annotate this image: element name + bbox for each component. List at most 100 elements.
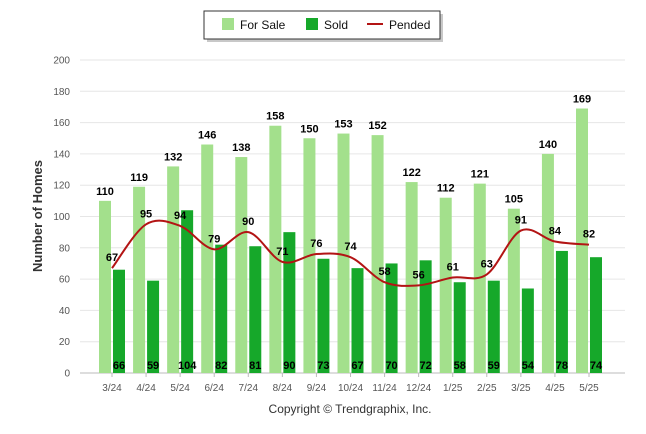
y-tick-label: 100 — [53, 212, 70, 223]
bar-sold — [283, 232, 296, 373]
bar-sold — [181, 210, 194, 373]
bar-for-sale — [371, 135, 384, 373]
bar-sold — [215, 244, 228, 373]
label-for-sale: 122 — [402, 167, 420, 179]
bar-sold — [317, 258, 330, 373]
bar-for-sale — [507, 208, 520, 373]
label-sold: 72 — [420, 360, 432, 372]
label-for-sale: 112 — [437, 183, 455, 195]
bar-sold — [113, 269, 125, 373]
label-pended: 84 — [549, 226, 562, 238]
x-tick-label: 6/24 — [204, 383, 224, 394]
x-tick-label: 11/24 — [372, 383, 397, 394]
y-tick-label: 20 — [59, 337, 71, 348]
bar-for-sale — [337, 133, 350, 373]
x-tick-label: 10/24 — [338, 383, 363, 394]
y-tick-label: 160 — [53, 118, 70, 129]
label-sold: 70 — [385, 360, 397, 372]
label-sold: 82 — [215, 360, 227, 372]
bars — [99, 108, 602, 373]
label-for-sale: 150 — [300, 123, 318, 135]
label-pended: 82 — [583, 229, 595, 241]
bar-sold — [487, 280, 500, 373]
bar-sold — [521, 288, 534, 373]
bar-sold — [453, 282, 466, 373]
y-tick-label: 120 — [53, 181, 70, 192]
x-tick-label: 2/25 — [477, 383, 497, 394]
label-for-sale: 152 — [368, 120, 386, 132]
y-tick-label: 200 — [53, 56, 70, 67]
y-tick-label: 40 — [59, 306, 71, 317]
label-sold: 59 — [488, 360, 500, 372]
label-for-sale: 146 — [198, 130, 216, 142]
legend-swatch-sold — [306, 18, 318, 30]
label-pended: 63 — [481, 258, 493, 270]
bar-sold — [249, 246, 262, 373]
legend-box — [203, 10, 441, 40]
label-pended: 58 — [378, 266, 390, 278]
label-pended: 94 — [174, 210, 187, 222]
label-for-sale: 119 — [130, 172, 148, 184]
x-tick-label: 3/24 — [102, 383, 122, 394]
label-pended: 71 — [276, 246, 288, 258]
x-tick-label: 7/24 — [239, 383, 259, 394]
label-pended: 56 — [413, 269, 425, 281]
x-tick-label: 12/24 — [406, 383, 431, 394]
bar-for-sale — [99, 200, 111, 373]
legend-label-sold: Sold — [324, 18, 348, 32]
pended-line — [111, 219, 590, 287]
bar-sold — [147, 280, 160, 373]
label-sold: 58 — [454, 360, 466, 372]
label-for-sale: 169 — [573, 94, 591, 106]
bar-sold — [385, 263, 398, 373]
label-sold: 59 — [147, 360, 159, 372]
y-tick-label: 0 — [64, 369, 70, 380]
label-sold: 74 — [590, 360, 603, 372]
legend-label-for-sale: For Sale — [240, 18, 286, 32]
label-sold: 81 — [249, 360, 261, 372]
bar-for-sale — [201, 144, 214, 373]
label-sold: 67 — [351, 360, 363, 372]
bar-sold — [351, 268, 364, 373]
pended-line-path — [111, 219, 590, 287]
x-tick-label: 4/25 — [545, 383, 565, 394]
bar-sold — [555, 250, 568, 373]
x-tick-label: 1/25 — [443, 383, 463, 394]
label-pended: 95 — [140, 208, 152, 220]
label-pended: 90 — [242, 216, 254, 228]
x-tick-label: 8/24 — [273, 383, 293, 394]
x-tick-label: 9/24 — [307, 383, 327, 394]
label-pended: 91 — [515, 215, 527, 227]
x-tick-label: 3/25 — [511, 383, 531, 394]
bar-for-sale — [439, 197, 452, 373]
bar-for-sale — [167, 166, 180, 373]
label-sold: 54 — [522, 360, 535, 372]
label-for-sale: 110 — [96, 186, 114, 198]
label-sold: 66 — [113, 360, 125, 372]
label-sold: 90 — [283, 360, 295, 372]
label-sold: 73 — [317, 360, 329, 372]
y-tick-label: 80 — [59, 243, 71, 254]
y-tick-label: 140 — [53, 149, 70, 160]
bar-for-sale — [235, 157, 248, 373]
copyright: Copyright © Trendgraphix, Inc. — [269, 402, 432, 416]
bar-for-sale — [405, 182, 418, 373]
label-for-sale: 140 — [539, 139, 557, 151]
label-pended: 76 — [310, 238, 322, 250]
legend-swatch-for-sale — [222, 18, 234, 30]
y-tick-label: 180 — [53, 87, 70, 98]
x-tick-label: 5/25 — [579, 383, 599, 394]
label-for-sale: 132 — [164, 151, 182, 163]
x-tick-label: 4/24 — [136, 383, 156, 394]
label-pended: 74 — [344, 241, 357, 253]
label-for-sale: 158 — [266, 111, 284, 123]
x-axis-ticks: 3/24 4/24 5/24 6/24 7/24 8/24 9/24 10/24 11/24 12… — [102, 373, 599, 394]
bar-for-sale — [269, 125, 282, 373]
label-pended: 61 — [447, 262, 459, 274]
label-for-sale: 105 — [505, 194, 523, 206]
label-pended: 67 — [106, 252, 118, 264]
bar-sold — [590, 257, 602, 373]
label-pended: 79 — [208, 233, 220, 245]
bar-for-sale — [576, 108, 588, 373]
